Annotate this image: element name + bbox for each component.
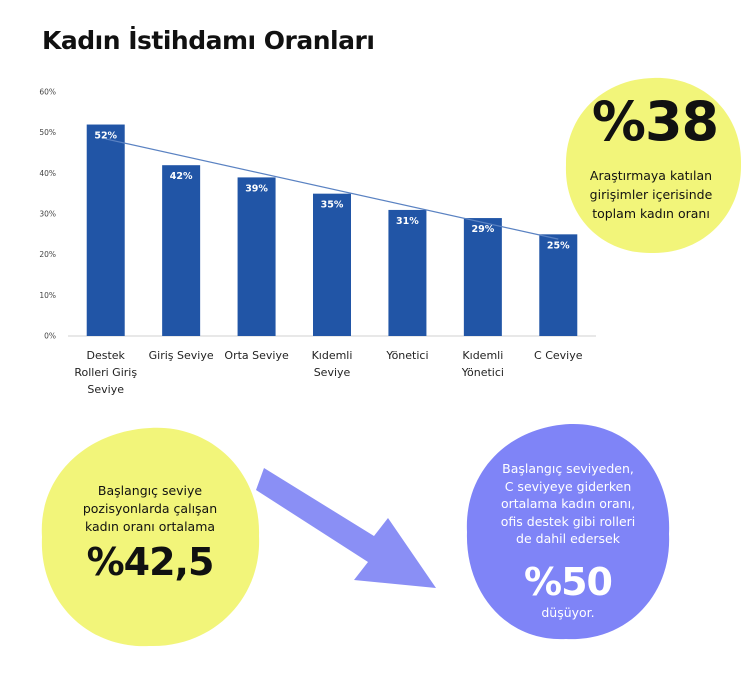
arrow-down-right-icon: [256, 468, 436, 588]
bar: [162, 165, 201, 336]
bar: [539, 234, 578, 336]
category-label: Seviye: [314, 366, 351, 379]
bar: [86, 124, 125, 337]
stat-50-description: Başlangıç seviyeden, C seviyeye giderken…: [500, 461, 636, 546]
category-label: Kıdemli: [462, 349, 503, 362]
category-label: Destek: [87, 349, 126, 362]
y-tick-label: 30%: [39, 210, 56, 219]
y-tick-label: 10%: [39, 291, 56, 300]
category-label: Yönetici: [385, 349, 428, 362]
purple-circle-bottom-right: [466, 423, 670, 640]
stat-38: %38: [591, 90, 719, 153]
bar: [313, 193, 351, 336]
category-label: Giriş Seviye: [149, 349, 214, 362]
y-axis-ticks: 0% 10% 20% 30% 40% 50% 60%: [39, 88, 56, 341]
y-tick-label: 60%: [39, 88, 56, 97]
stat-50: %50: [524, 560, 613, 604]
value-labels: 52% 42% 39% 35% 31% 29% 25%: [94, 131, 570, 252]
bar: [388, 209, 427, 336]
trend-line: [105, 138, 559, 240]
category-labels: Destek Rolleri Giriş Seviye Giriş Seviye Ort…: [74, 349, 582, 396]
category-label: Seviye: [87, 383, 124, 396]
page-title: Kadın İstihdamı Oranları: [42, 26, 375, 55]
stat-42-5: %42,5: [86, 540, 215, 584]
category-label: Rolleri Giriş: [74, 366, 137, 379]
yellow-circle-bottom-left: [41, 427, 260, 647]
bar-value-label: 29%: [471, 224, 494, 235]
bar-value-label: 52%: [94, 131, 117, 142]
bar-value-label: 39%: [245, 183, 268, 194]
y-tick-label: 0%: [44, 332, 56, 341]
y-tick-label: 40%: [39, 169, 56, 178]
stat-38-description: Araştırmaya katılan girişimler içerisind…: [589, 168, 713, 221]
bar-value-label: 42%: [170, 171, 193, 182]
category-label: Yönetici: [461, 366, 504, 379]
category-label: Orta Seviye: [224, 349, 289, 362]
y-tick-label: 50%: [39, 128, 56, 137]
yellow-circle-top-right: [565, 77, 742, 254]
bar: [237, 177, 276, 336]
bar-value-label: 25%: [547, 240, 570, 251]
y-tick-label: 20%: [39, 250, 56, 259]
category-label: C Ceviye: [534, 349, 583, 362]
category-label: Kıdemli: [312, 349, 353, 362]
bars: [86, 124, 578, 337]
bar: [463, 218, 502, 336]
bar-value-label: 35%: [321, 200, 344, 211]
bar-value-label: 31%: [396, 216, 419, 227]
stat-50-suffix: düşüyor.: [541, 605, 595, 620]
stat-42-5-description: Başlangıç seviye pozisyonlarda çalışan k…: [82, 483, 218, 534]
